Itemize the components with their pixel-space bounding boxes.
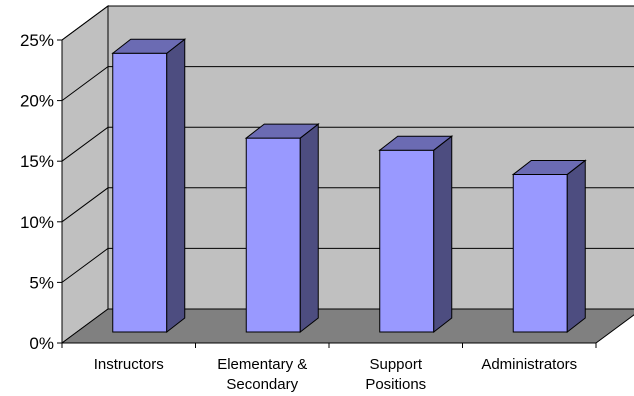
bar-side xyxy=(166,38,186,334)
bar-side xyxy=(433,135,453,334)
bar-front xyxy=(245,137,301,333)
y-tick-label: 15% xyxy=(20,152,54,171)
x-tick-label: Elementary & Secondary xyxy=(217,356,307,393)
y-tick-label: 5% xyxy=(29,273,54,292)
gridline xyxy=(61,66,634,102)
bar-top xyxy=(111,38,187,54)
bar-top xyxy=(511,159,587,175)
bar-front xyxy=(379,149,435,333)
bar-side xyxy=(299,123,319,334)
x-tick-label: Support Positions xyxy=(365,356,426,393)
bar-top xyxy=(378,135,454,151)
bar-front xyxy=(512,173,568,333)
gridline xyxy=(61,5,634,41)
bar-side xyxy=(566,159,586,334)
y-tick-label: 20% xyxy=(20,92,54,111)
bar-front xyxy=(112,52,168,333)
x-tick-label: Administrators xyxy=(481,356,577,373)
y-tick-label: 0% xyxy=(29,334,54,353)
gridline xyxy=(61,247,634,283)
bar-top xyxy=(244,123,320,139)
y-tick-label: 25% xyxy=(20,31,54,50)
gridline xyxy=(61,187,634,223)
x-tick-label: Instructors xyxy=(94,356,164,373)
gridline xyxy=(61,126,634,162)
y-tick-label: 10% xyxy=(20,213,54,232)
side-wall xyxy=(61,5,109,344)
